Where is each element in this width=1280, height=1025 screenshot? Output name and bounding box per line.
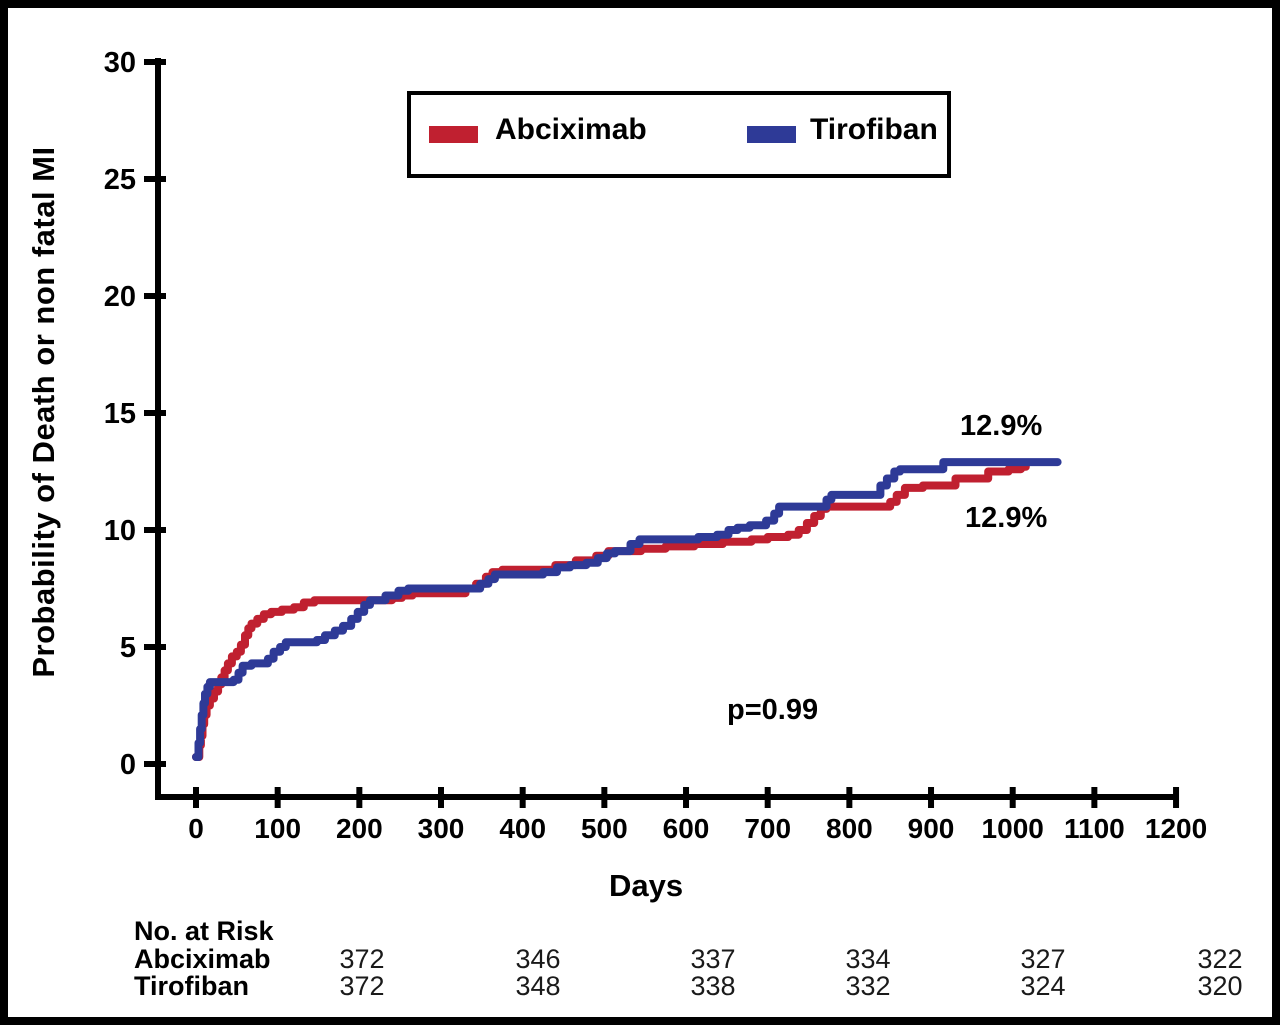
x-tick-label: 800 [826,813,873,844]
x-tick-label: 1200 [1145,813,1207,844]
y-tick-label: 20 [104,281,136,313]
p-value-label: p=0.99 [727,694,819,726]
km-plot: 0 100 200 300 400 500 600 700 800 900 1000 1100 1200… [104,47,1207,844]
x-tick-label: 900 [908,813,955,844]
y-tick-label: 5 [120,632,136,664]
x-axis-title: Days [608,868,684,903]
x-tick-label: 200 [336,813,383,844]
abciximab-end-value-label: 12.9% [965,502,1048,534]
y-tick-label: 15 [104,398,136,430]
y-tick-label: 30 [104,47,136,79]
x-tick-label: 700 [744,813,791,844]
tirofiban-legend-swatch [747,126,796,143]
x-tick-label: 0 [188,813,204,844]
x-tick-label: 1100 [1064,813,1125,844]
x-tick-label: 500 [581,813,628,844]
y-tick-label: 25 [104,164,136,196]
x-tick-label: 100 [254,813,301,844]
x-tick-label: 1000 [982,813,1044,844]
abciximab-legend-label: Abciximab [495,113,647,146]
x-tick-label: 600 [663,813,710,844]
tirofiban-end-value-label: 12.9% [960,410,1043,442]
x-tick-label: 300 [418,813,465,844]
x-tick-label: 400 [499,813,546,844]
tirofiban-legend-label: Tirofiban [810,113,938,146]
y-tick-label: 10 [104,515,136,547]
legend-box: Abciximab Tirofiban [407,91,951,178]
y-tick-label: 0 [120,749,136,781]
tirofiban-curve [192,458,1062,761]
abciximab-legend-swatch [429,126,478,143]
abciximab-curve [192,462,1030,761]
